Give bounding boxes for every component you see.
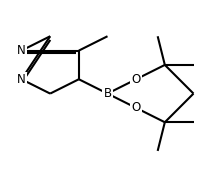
Text: O: O <box>132 73 141 86</box>
Text: N: N <box>17 44 26 57</box>
Text: B: B <box>103 87 112 100</box>
Text: O: O <box>132 101 141 114</box>
Text: N: N <box>17 73 26 86</box>
